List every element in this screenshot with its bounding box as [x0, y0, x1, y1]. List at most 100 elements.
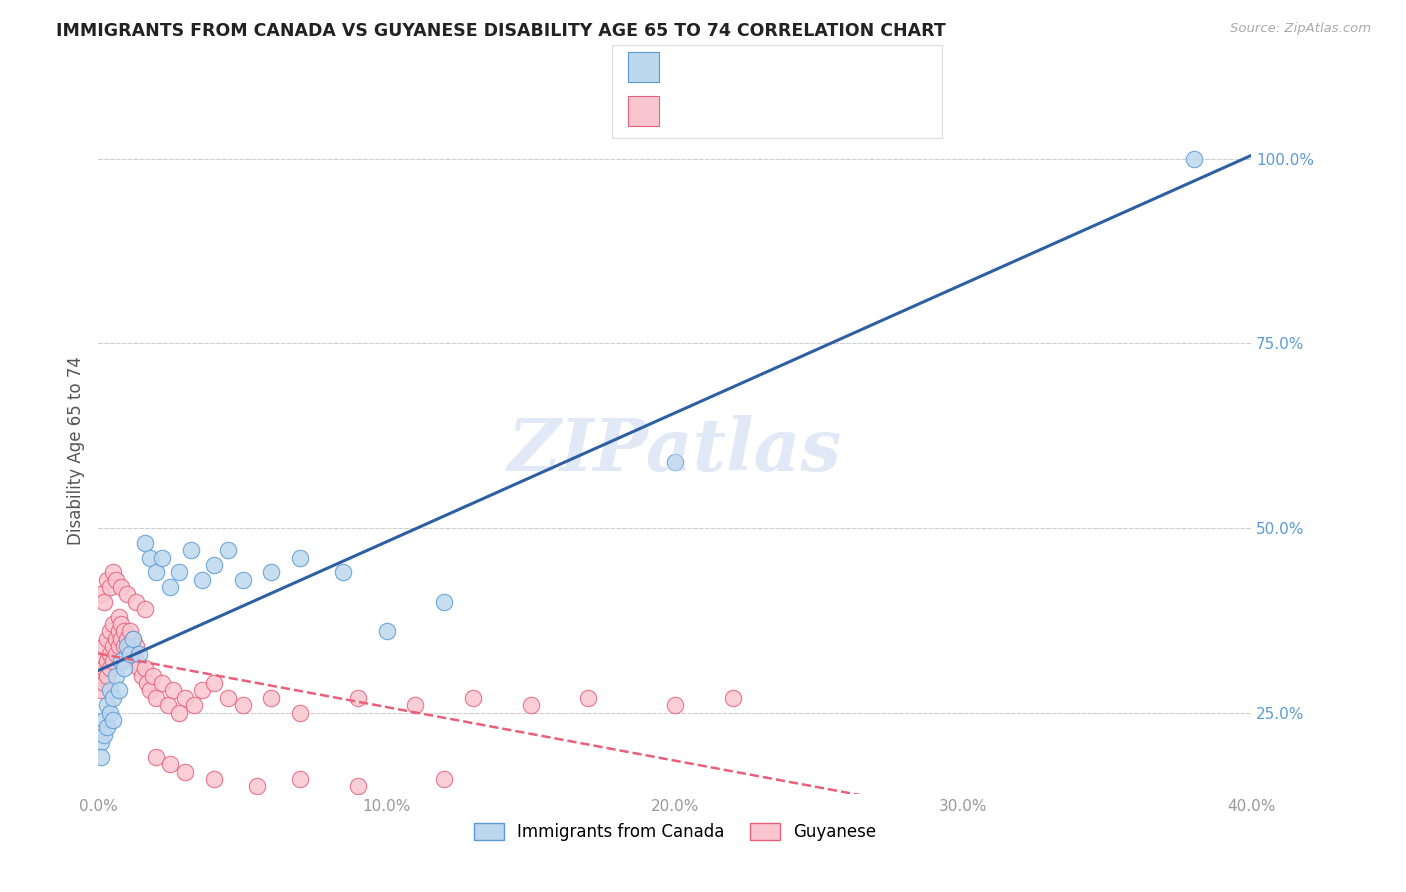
Point — [110, 632, 132, 646]
Point — [180, 543, 202, 558]
Point — [156, 698, 179, 713]
Point — [375, 624, 398, 639]
Point — [101, 617, 124, 632]
Point — [231, 698, 254, 713]
Legend: Immigrants from Canada, Guyanese: Immigrants from Canada, Guyanese — [467, 816, 883, 847]
Point — [90, 654, 112, 668]
Point — [96, 654, 118, 668]
Point — [90, 683, 112, 698]
Text: IMMIGRANTS FROM CANADA VS GUYANESE DISABILITY AGE 65 TO 74 CORRELATION CHART: IMMIGRANTS FROM CANADA VS GUYANESE DISAB… — [56, 22, 946, 40]
Point — [93, 728, 115, 742]
Point — [104, 573, 127, 587]
Point — [120, 647, 142, 661]
Point — [101, 654, 124, 668]
Point — [128, 647, 150, 661]
Point — [110, 580, 132, 594]
Point — [104, 632, 127, 646]
Point — [202, 558, 225, 572]
Point — [150, 676, 173, 690]
Point — [664, 454, 686, 468]
Point — [159, 580, 181, 594]
Point — [122, 632, 145, 646]
Point — [98, 647, 121, 661]
Point — [117, 632, 139, 646]
Point — [93, 676, 115, 690]
Point — [90, 735, 112, 749]
Point — [96, 698, 118, 713]
Point — [578, 690, 600, 705]
Point — [98, 661, 121, 675]
Point — [93, 661, 115, 675]
Point — [96, 720, 118, 734]
Point — [104, 669, 127, 683]
Point — [520, 698, 543, 713]
Point — [122, 647, 145, 661]
Point — [159, 757, 181, 772]
Point — [145, 750, 167, 764]
Point — [117, 647, 139, 661]
Point — [202, 676, 225, 690]
Point — [139, 550, 162, 565]
Point — [107, 639, 129, 653]
Point — [128, 661, 150, 675]
Point — [183, 698, 205, 713]
Point — [174, 690, 197, 705]
Point — [101, 690, 124, 705]
Point — [117, 639, 139, 653]
Point — [90, 587, 112, 601]
Point — [139, 683, 162, 698]
Point — [104, 647, 127, 661]
Point — [134, 535, 156, 549]
Point — [290, 772, 312, 786]
Point — [112, 639, 135, 653]
Point — [217, 690, 239, 705]
Point — [98, 706, 121, 720]
Point — [107, 609, 129, 624]
Point — [260, 690, 283, 705]
Point — [260, 566, 283, 580]
Point — [202, 772, 225, 786]
Point — [191, 573, 214, 587]
Point — [98, 580, 121, 594]
Text: R = 0.606   N = 36: R = 0.606 N = 36 — [671, 54, 828, 72]
Point — [117, 587, 139, 601]
Point — [134, 602, 156, 616]
Point — [405, 698, 427, 713]
Point — [290, 706, 312, 720]
Point — [110, 617, 132, 632]
Point — [332, 566, 354, 580]
Point — [125, 639, 148, 653]
Point — [721, 690, 744, 705]
Point — [98, 624, 121, 639]
Point — [112, 661, 135, 675]
Point — [93, 713, 115, 727]
Y-axis label: Disability Age 65 to 74: Disability Age 65 to 74 — [66, 356, 84, 545]
Text: ZIPatlas: ZIPatlas — [508, 415, 842, 486]
Text: R = 0.088   N = 78: R = 0.088 N = 78 — [671, 99, 828, 117]
Point — [107, 683, 129, 698]
Point — [112, 624, 135, 639]
Point — [167, 706, 190, 720]
Point — [346, 690, 368, 705]
Point — [120, 624, 142, 639]
Point — [110, 654, 132, 668]
Point — [90, 669, 112, 683]
Point — [120, 639, 142, 653]
Point — [433, 595, 456, 609]
Point — [145, 566, 167, 580]
Point — [145, 690, 167, 705]
Point — [167, 566, 190, 580]
Point — [93, 639, 115, 653]
Point — [246, 780, 269, 794]
Point — [93, 595, 115, 609]
Point — [231, 573, 254, 587]
Point — [96, 669, 118, 683]
Point — [96, 632, 118, 646]
Point — [150, 550, 173, 565]
Point — [433, 772, 456, 786]
Point — [346, 780, 368, 794]
Point — [136, 676, 159, 690]
Point — [101, 713, 124, 727]
Point — [122, 632, 145, 646]
Point — [191, 683, 214, 698]
